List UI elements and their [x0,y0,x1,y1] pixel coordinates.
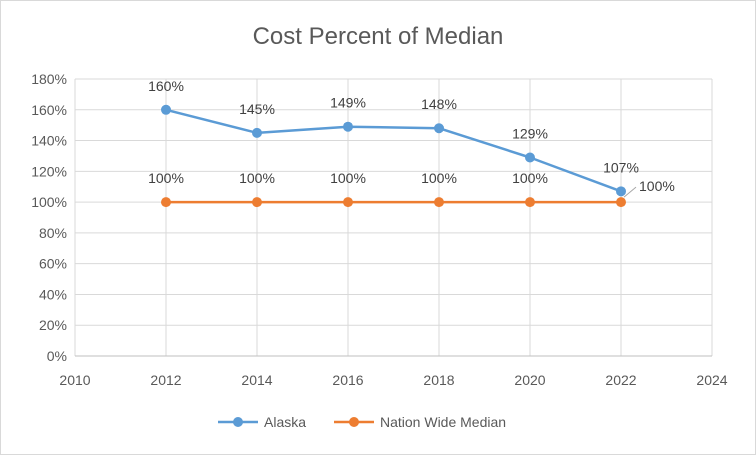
data-point-nation-wide-median [616,197,626,208]
x-tick-label: 2018 [423,372,454,388]
legend-label: Alaska [264,414,306,430]
y-tick-label: 180% [31,71,67,87]
data-label-nation-wide-median: 100% [421,170,457,186]
data-label-leader [623,186,637,198]
legend-label: Nation Wide Median [380,414,506,430]
data-point-alaska [161,104,171,115]
data-point-nation-wide-median [161,197,171,208]
legend-item-alaska: Alaska [218,414,306,430]
data-point-alaska [616,186,626,197]
y-tick-label: 20% [39,317,67,333]
legend-swatch-marker [233,417,243,427]
data-label-nation-wide-median: 100% [512,170,548,186]
chart-title: Cost Percent of Median [253,23,504,50]
data-point-alaska [343,121,353,132]
x-tick-label: 2024 [696,372,727,388]
x-tick-label: 2010 [59,372,90,388]
data-label-alaska: 149% [330,95,366,111]
data-labels: 160%145% 149% 148%129%107%100% 100% 100% 100%… [148,78,675,198]
data-label-alaska: 160% [148,78,184,94]
gridlines [74,78,713,356]
x-tick-label: 2014 [241,372,272,388]
y-tick-label: 40% [39,286,67,302]
y-tick-label: 120% [31,163,67,179]
data-point-alaska [525,152,535,163]
data-point-nation-wide-median [343,197,353,208]
y-tick-label: 0% [47,348,67,364]
data-point-alaska [252,127,262,138]
x-tick-label: 2020 [514,372,545,388]
legend-swatch-marker [349,417,359,427]
data-point-alaska [434,123,444,134]
data-label-alaska: 145% [239,101,275,117]
data-label-alaska: 129% [512,125,548,141]
legend-item-nation-wide-median: Nation Wide Median [334,414,506,430]
y-tick-label: 80% [39,225,67,241]
axes: 0% 20% 40% 60% 80% 100% 120% 140% 160% 180% 2010 20… [31,71,728,388]
y-tick-label: 60% [39,256,67,272]
data-label-nation-wide-median: 100% [239,170,275,186]
data-point-nation-wide-median [525,197,535,208]
data-label-nation-wide-median: 100% [330,170,366,186]
y-tick-label: 140% [31,133,67,149]
y-tick-label: 100% [31,194,67,210]
x-tick-label: 2012 [150,372,181,388]
data-point-nation-wide-median [434,197,444,208]
series-group [161,104,626,208]
x-tick-label: 2016 [332,372,363,388]
y-tick-label: 160% [31,102,67,118]
x-tick-label: 2022 [605,372,636,388]
data-point-nation-wide-median [252,197,262,208]
data-label-alaska: 107% [603,159,639,175]
legend: Alaska Nation Wide Median [218,414,506,430]
data-label-nation-wide-median: 100% [148,170,184,186]
data-label-nation-wide-median: 100% [639,178,675,194]
data-label-alaska: 148% [421,96,457,112]
series-line-alaska [165,108,622,193]
